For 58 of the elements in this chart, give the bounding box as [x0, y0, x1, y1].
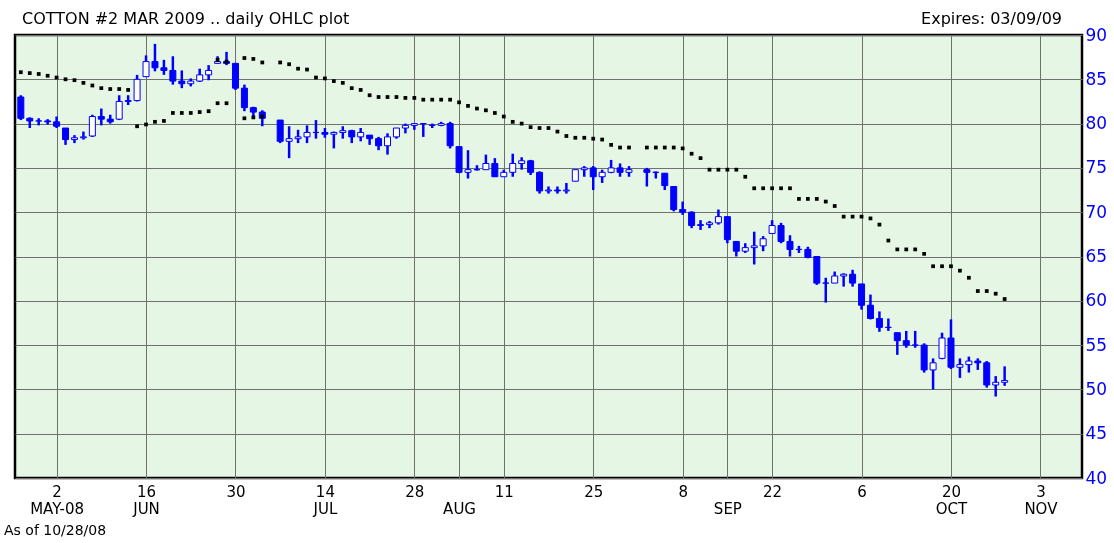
y-tick-label: 90	[1085, 24, 1108, 45]
x-tick-label: 8	[678, 482, 688, 501]
candlestick	[840, 272, 848, 288]
text: As of 10/28/08	[4, 522, 107, 538]
x-tick-label: 2 MAY-08	[30, 482, 85, 518]
y-tick-label: 40	[1085, 467, 1108, 488]
x-tick-label: 6	[857, 482, 867, 501]
candlestick	[88, 113, 96, 139]
y-tick-label: 60	[1085, 290, 1108, 311]
y-tick-label: 75	[1085, 157, 1108, 178]
candlestick	[240, 83, 248, 113]
x-tick-label: 3 NOV	[1024, 482, 1059, 518]
point	[135, 124, 139, 129]
y-tick-label: 50	[1085, 378, 1108, 399]
candlestick	[589, 164, 597, 192]
x-tick-label: 22	[763, 482, 783, 501]
x-tick-label: 25	[584, 482, 604, 501]
point	[206, 109, 211, 114]
candlestick	[893, 331, 901, 357]
candlestick	[509, 152, 517, 179]
y-tick-label: 65	[1085, 246, 1108, 266]
point	[179, 111, 184, 115]
candlestick	[79, 130, 87, 141]
candlestick	[992, 374, 1000, 398]
chart-title: COTTON #2 MAR 2009 .. daily OHLC plot	[22, 9, 350, 28]
x-tick-label: 11	[494, 482, 514, 501]
candlestick	[822, 276, 830, 304]
y-tick-label: 55	[1085, 334, 1108, 355]
x-tick-label: 14 JUL	[312, 482, 338, 518]
candlestick	[875, 310, 883, 334]
x-tick-label: SEP	[713, 499, 742, 518]
x-tick-label: 20 OCT	[935, 482, 969, 518]
candlestick	[1001, 365, 1009, 388]
candlestick	[17, 94, 25, 122]
x-tick-label: 30	[226, 482, 246, 501]
candlestick	[723, 215, 731, 245]
x-tick-label: 16 JUN	[132, 482, 160, 518]
y-tick-label: 85	[1085, 68, 1108, 89]
point	[153, 119, 157, 124]
point	[170, 111, 175, 115]
candlestick	[697, 218, 705, 232]
candlestick	[866, 293, 874, 321]
x-tick-label: 28	[405, 482, 425, 501]
candlestick	[983, 359, 991, 389]
candlestick	[643, 166, 651, 188]
y-tick-label: 80	[1085, 113, 1108, 134]
y-tick-label: 45	[1085, 423, 1108, 444]
point	[162, 119, 166, 123]
candlestick	[384, 132, 392, 156]
x-tick-label: AUG	[443, 499, 476, 518]
text: Expires: 03/09/09	[921, 9, 1062, 28]
candlestick	[670, 185, 678, 213]
point	[197, 110, 202, 114]
candlestick	[750, 230, 758, 266]
candlestick	[858, 282, 866, 311]
y-tick-label: 70	[1085, 201, 1108, 222]
point	[188, 111, 193, 115]
candlestick	[536, 170, 544, 195]
